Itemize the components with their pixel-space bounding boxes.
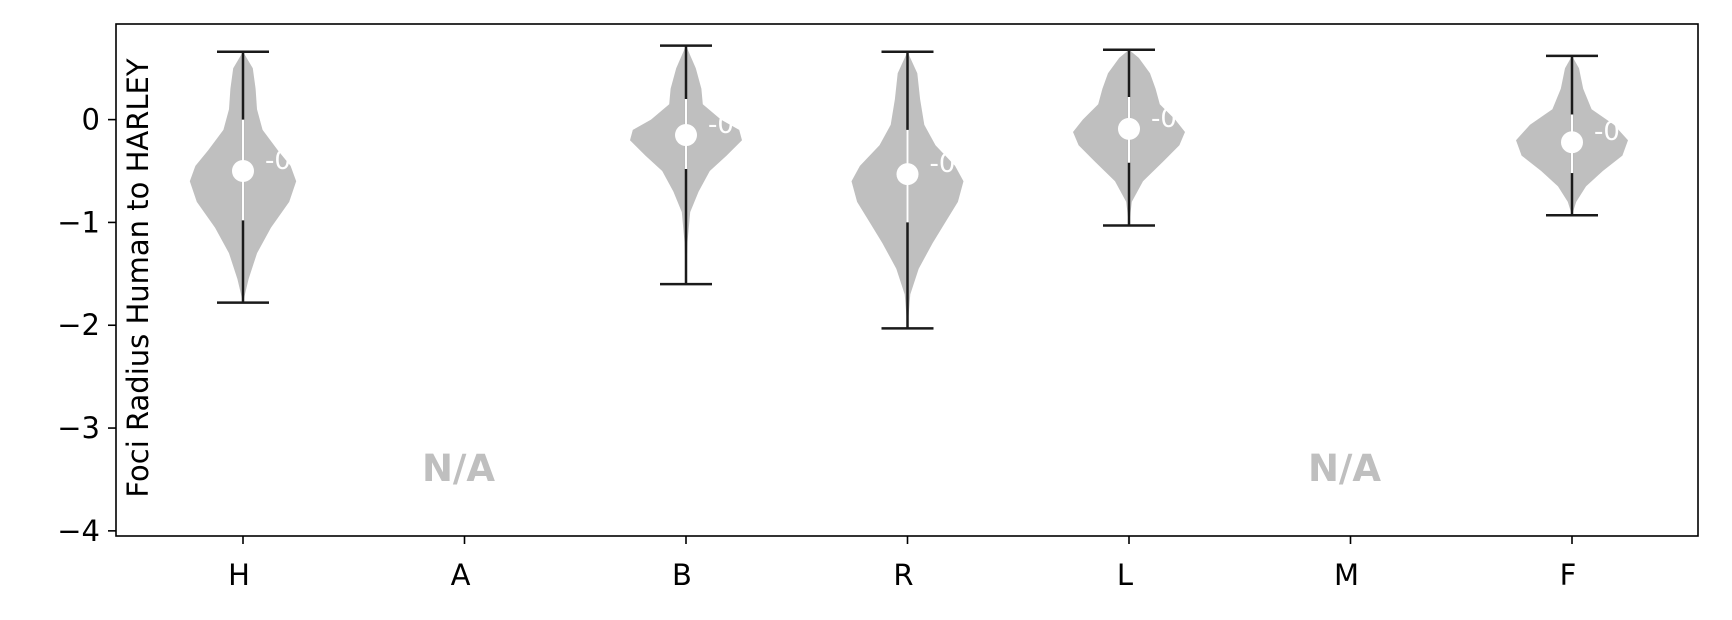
median-marker-L xyxy=(1118,117,1140,140)
median-marker-H xyxy=(232,160,254,183)
violin-layer xyxy=(189,45,1628,329)
x-tick-label: L xyxy=(1117,558,1133,592)
median-label-H: -0 xyxy=(265,146,291,176)
median-marker-R xyxy=(896,163,919,186)
y-axis-title: Foci Radius Human to HARLEY xyxy=(121,58,155,497)
x-tick-label: F xyxy=(1560,558,1577,592)
y-tick-label: −2 xyxy=(57,308,100,342)
y-tick-label: −4 xyxy=(57,514,100,548)
marker-layer: -0 N/A -0 -0 -0 N/A -0 xyxy=(217,44,1620,490)
na-label-M: N/A xyxy=(1308,447,1381,490)
na-label-A: N/A xyxy=(422,447,495,490)
axes-layer: 0 −1 −2 −3 −4 H A B R L M F xyxy=(57,23,1699,592)
median-label-L: -0 xyxy=(1151,104,1177,134)
median-marker-B xyxy=(675,124,697,147)
median-label-R: -0 xyxy=(930,149,956,179)
y-tick-label: 0 xyxy=(82,103,100,137)
x-tick-label: R xyxy=(893,558,913,592)
y-tick-label: −3 xyxy=(57,411,100,445)
x-tick-label: A xyxy=(451,558,471,592)
median-label-F: -0 xyxy=(1594,117,1620,147)
x-tick-label: M xyxy=(1334,558,1359,592)
median-marker-F xyxy=(1561,131,1583,154)
y-tick-label: −1 xyxy=(57,205,100,239)
median-label-B: -0 xyxy=(708,110,734,140)
x-tick-label: H xyxy=(228,558,250,592)
x-tick-label: B xyxy=(672,558,692,592)
